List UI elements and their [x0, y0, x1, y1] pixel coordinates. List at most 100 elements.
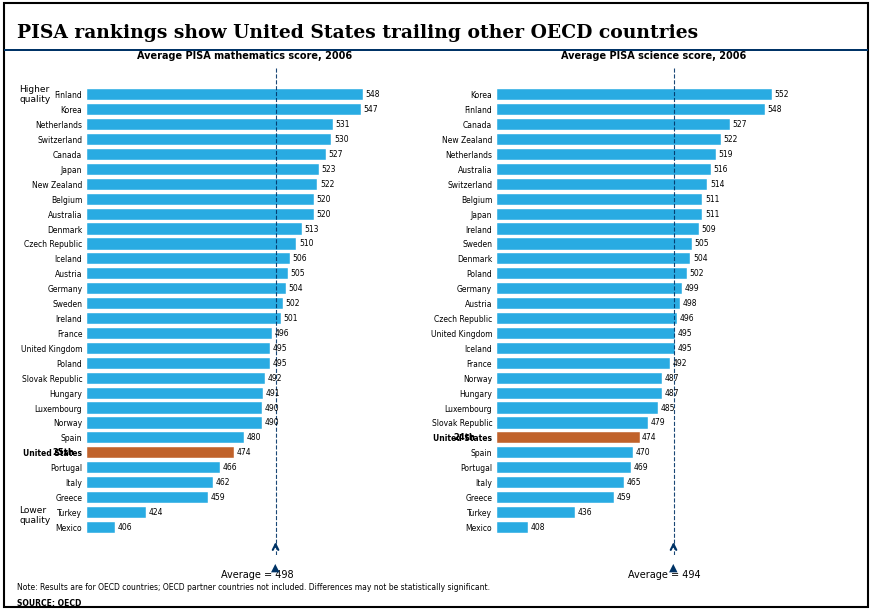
Bar — [87, 283, 286, 294]
Bar — [87, 89, 363, 101]
Bar — [87, 179, 317, 190]
Bar — [87, 298, 283, 309]
Bar — [87, 209, 314, 220]
Bar — [87, 313, 281, 324]
Text: 470: 470 — [636, 448, 650, 458]
Text: 522: 522 — [724, 135, 738, 144]
Text: 490: 490 — [264, 404, 279, 412]
Bar — [87, 447, 234, 458]
Bar — [87, 104, 361, 115]
Text: 504: 504 — [289, 284, 303, 293]
Bar — [87, 477, 213, 488]
Bar — [497, 149, 716, 160]
Bar — [497, 328, 675, 339]
Bar — [497, 89, 772, 101]
Text: 480: 480 — [247, 433, 262, 442]
Text: PISA rankings show United States trailing other OECD countries: PISA rankings show United States trailin… — [17, 24, 698, 43]
Bar — [87, 134, 331, 145]
Bar — [497, 268, 687, 279]
Text: 491: 491 — [266, 389, 281, 398]
Bar — [87, 223, 302, 235]
Bar — [87, 373, 265, 384]
Text: 531: 531 — [336, 120, 351, 129]
Bar — [497, 387, 662, 399]
Text: 499: 499 — [685, 284, 699, 293]
Bar — [497, 313, 677, 324]
Bar — [87, 328, 272, 339]
Text: 474: 474 — [642, 433, 657, 442]
Bar — [497, 119, 730, 131]
Bar — [497, 403, 658, 414]
Bar — [497, 373, 662, 384]
Text: 548: 548 — [365, 90, 380, 99]
Bar — [497, 298, 680, 309]
Bar — [497, 164, 711, 175]
Text: 24th: 24th — [453, 433, 475, 442]
Text: 462: 462 — [215, 478, 230, 487]
Text: 502: 502 — [285, 299, 300, 308]
Bar — [497, 193, 702, 205]
Text: 474: 474 — [236, 448, 251, 458]
Text: 506: 506 — [292, 254, 307, 264]
Bar — [497, 477, 624, 488]
Text: 523: 523 — [322, 165, 337, 174]
Text: 466: 466 — [222, 463, 237, 472]
Text: 496: 496 — [275, 329, 290, 338]
Text: 548: 548 — [767, 106, 782, 114]
Text: 504: 504 — [693, 254, 708, 264]
Text: Lower
quality: Lower quality — [19, 506, 51, 525]
Text: Average = 494: Average = 494 — [628, 570, 701, 580]
Text: 527: 527 — [329, 150, 344, 159]
Text: 406: 406 — [118, 523, 133, 532]
Text: 479: 479 — [651, 418, 665, 428]
Text: Note: Results are for OECD countries; OECD partner countries not included. Diffe: Note: Results are for OECD countries; OE… — [17, 583, 490, 592]
Text: 547: 547 — [364, 106, 378, 114]
Text: 424: 424 — [149, 508, 164, 517]
Bar — [497, 283, 682, 294]
Bar — [497, 357, 670, 369]
Bar — [497, 447, 633, 458]
Text: 490: 490 — [264, 418, 279, 428]
Text: 25th: 25th — [52, 448, 74, 458]
Text: 513: 513 — [304, 224, 319, 234]
Text: 527: 527 — [732, 120, 746, 129]
Bar — [497, 432, 639, 443]
Text: SOURCE: OECD: SOURCE: OECD — [17, 599, 82, 608]
Bar — [497, 239, 692, 249]
Bar — [87, 417, 262, 429]
Text: 511: 511 — [705, 210, 719, 218]
Text: 511: 511 — [705, 195, 719, 204]
Text: 492: 492 — [268, 374, 283, 382]
Bar — [87, 462, 220, 473]
Text: Higher
quality: Higher quality — [19, 85, 51, 104]
Bar — [87, 387, 263, 399]
Bar — [87, 492, 208, 503]
Bar — [497, 134, 721, 145]
Bar — [87, 268, 288, 279]
Text: 505: 505 — [695, 240, 709, 248]
Text: Average = 498: Average = 498 — [221, 570, 294, 580]
Text: 519: 519 — [719, 150, 733, 159]
Text: 501: 501 — [283, 314, 298, 323]
Text: 552: 552 — [774, 90, 789, 99]
Text: 505: 505 — [290, 270, 305, 278]
Bar — [497, 223, 699, 235]
Text: 495: 495 — [273, 344, 288, 353]
Text: 487: 487 — [664, 389, 678, 398]
Text: 495: 495 — [273, 359, 288, 368]
Text: 465: 465 — [627, 478, 642, 487]
Text: 498: 498 — [683, 299, 698, 308]
Text: ▲: ▲ — [271, 562, 280, 572]
Text: 496: 496 — [679, 314, 694, 323]
Bar — [87, 432, 244, 443]
Bar — [87, 522, 115, 533]
Text: 520: 520 — [317, 210, 331, 218]
Text: 520: 520 — [317, 195, 331, 204]
Bar — [497, 343, 675, 354]
Bar — [87, 507, 146, 518]
Bar — [87, 164, 319, 175]
Bar — [87, 357, 270, 369]
Bar — [497, 492, 614, 503]
Text: 530: 530 — [334, 135, 349, 144]
Text: 509: 509 — [701, 224, 716, 234]
